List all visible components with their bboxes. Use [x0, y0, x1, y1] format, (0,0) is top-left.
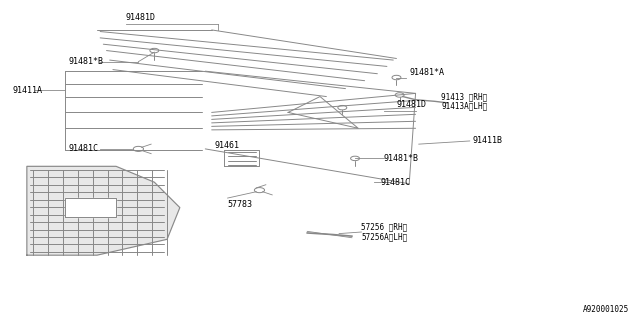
Text: 91481*B: 91481*B [384, 154, 419, 163]
Text: 57256 〈RH〉: 57256 〈RH〉 [362, 223, 408, 232]
Polygon shape [65, 198, 116, 217]
Text: 91413 〈RH〉: 91413 〈RH〉 [441, 92, 487, 101]
Polygon shape [27, 166, 180, 255]
Text: 57783: 57783 [228, 200, 253, 209]
Text: A920001025: A920001025 [583, 305, 629, 314]
Text: 57256A〈LH〉: 57256A〈LH〉 [362, 232, 408, 241]
Text: 91481*A: 91481*A [409, 68, 444, 77]
Text: 91411B: 91411B [473, 136, 503, 146]
Text: 91481C: 91481C [68, 144, 99, 153]
Text: 91481D: 91481D [396, 100, 426, 109]
Text: 91413A〈LH〉: 91413A〈LH〉 [441, 101, 487, 111]
Text: 91481*B: 91481*B [68, 57, 103, 66]
Text: 91481C: 91481C [381, 178, 410, 187]
Text: 91481D: 91481D [125, 13, 156, 22]
Text: 91411A: 91411A [13, 86, 43, 95]
Text: 91461: 91461 [215, 141, 240, 150]
